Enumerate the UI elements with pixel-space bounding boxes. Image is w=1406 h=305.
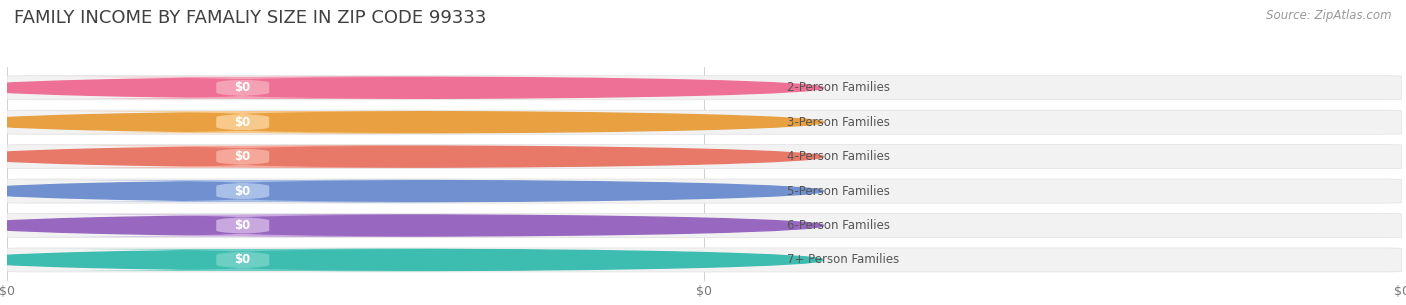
Text: 4-Person Families: 4-Person Families [787, 150, 890, 163]
Text: 6-Person Families: 6-Person Families [787, 219, 890, 232]
Text: $0: $0 [235, 219, 250, 232]
Text: $0: $0 [235, 150, 250, 163]
FancyBboxPatch shape [7, 248, 1402, 272]
Text: $0: $0 [235, 185, 250, 198]
Text: 7+ Person Families: 7+ Person Families [787, 253, 900, 267]
FancyBboxPatch shape [22, 145, 463, 168]
Text: 3-Person Families: 3-Person Families [787, 116, 890, 129]
FancyBboxPatch shape [7, 214, 1402, 238]
FancyBboxPatch shape [7, 110, 1402, 134]
Text: $0: $0 [235, 253, 250, 267]
Text: 2-Person Families: 2-Person Families [787, 81, 890, 94]
FancyBboxPatch shape [22, 111, 463, 133]
FancyBboxPatch shape [7, 179, 1402, 203]
Circle shape [0, 249, 824, 271]
Text: FAMILY INCOME BY FAMALIY SIZE IN ZIP CODE 99333: FAMILY INCOME BY FAMALIY SIZE IN ZIP COD… [14, 9, 486, 27]
Circle shape [0, 112, 824, 133]
FancyBboxPatch shape [22, 77, 463, 99]
FancyBboxPatch shape [7, 76, 1402, 100]
Text: $0: $0 [235, 81, 250, 94]
FancyBboxPatch shape [7, 145, 1402, 169]
Circle shape [0, 215, 824, 236]
FancyBboxPatch shape [22, 180, 463, 202]
Circle shape [0, 181, 824, 202]
FancyBboxPatch shape [22, 249, 463, 271]
Text: $0: $0 [235, 116, 250, 129]
Text: Source: ZipAtlas.com: Source: ZipAtlas.com [1267, 9, 1392, 22]
Circle shape [0, 146, 824, 167]
Circle shape [0, 77, 824, 99]
FancyBboxPatch shape [22, 214, 463, 236]
Text: 5-Person Families: 5-Person Families [787, 185, 890, 198]
